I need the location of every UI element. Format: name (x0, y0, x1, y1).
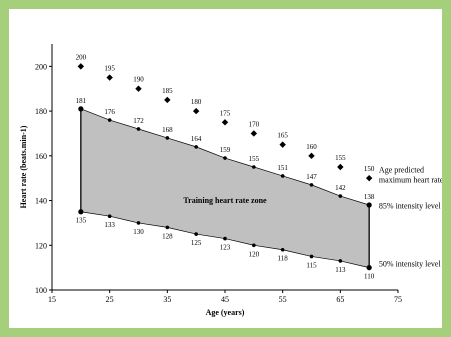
max-hr-label: 190 (133, 76, 144, 84)
point-85-percent (338, 194, 343, 198)
max-hr-point (221, 119, 229, 126)
point-50-percent (280, 247, 285, 252)
point-85-percent (252, 165, 256, 169)
label-85-percent: 172 (133, 117, 144, 125)
max-hr-point (365, 174, 373, 182)
y-axis-title: Heart rate (beats.min-1) (19, 125, 28, 208)
label-85-percent: 147 (306, 173, 317, 181)
max-hr-point (337, 163, 344, 171)
point-85-percent (280, 174, 285, 178)
label-50-percent: 135 (76, 217, 87, 225)
label-50-percent: 130 (133, 228, 144, 236)
label-50-percent: 110 (364, 273, 375, 281)
max-hr-point (279, 141, 286, 148)
point-50-percent (194, 232, 198, 236)
max-hr-point (77, 63, 85, 70)
label-85-percent: 159 (220, 146, 231, 154)
label-50-percent: 133 (104, 221, 115, 229)
point-50-percent (136, 221, 141, 225)
x-tick-label: 35 (163, 295, 171, 304)
label-50-percent: 113 (335, 266, 346, 274)
point-50-percent (223, 236, 227, 241)
point-50-percent (107, 214, 112, 218)
max-hr-point (250, 130, 258, 137)
y-tick-label: 140 (35, 197, 47, 206)
training-zone-area (80, 108, 370, 268)
y-tick-label: 120 (35, 241, 47, 250)
point-85-percent (309, 183, 314, 187)
max-hr-point (164, 96, 171, 104)
label-85-percent: 138 (364, 193, 375, 201)
label-85-percent: 176 (104, 108, 115, 116)
chart-marks (77, 63, 373, 271)
point-85-percent (165, 136, 170, 140)
point-50-percent (78, 209, 84, 215)
zone-label: Training heart rate zone (183, 196, 267, 205)
label-85-percent: 181 (76, 97, 87, 105)
max-hr-label: 180 (191, 98, 202, 106)
annotation-85: 85% intensity level (379, 201, 442, 210)
point-85-percent (136, 127, 141, 131)
label-50-percent: 128 (162, 232, 173, 240)
annotation-max-line2: maximum heart rate (379, 176, 442, 185)
label-50-percent: 125 (191, 239, 202, 247)
label-50-percent: 120 (249, 250, 260, 258)
label-85-percent: 142 (335, 184, 346, 192)
max-hr-label: 165 (277, 132, 288, 140)
point-85-percent (194, 145, 198, 149)
max-hr-point (192, 107, 200, 115)
max-hr-point (135, 85, 142, 92)
x-tick-label: 45 (221, 295, 229, 304)
max-hr-point (106, 74, 113, 81)
heart-rate-chart: 15 25 35 45 55 65 75 100 120 140 160 180 200 Age (yea… (19, 44, 442, 317)
point-50-percent (338, 259, 343, 263)
x-tick-label: 75 (394, 295, 402, 304)
max-hr-label: 155 (335, 154, 346, 162)
max-hr-label: 160 (306, 143, 317, 151)
max-hr-label: 175 (220, 109, 231, 117)
label-85-percent: 155 (249, 155, 260, 163)
label-85-percent: 168 (162, 126, 173, 134)
label-85-percent: 164 (191, 135, 202, 143)
max-hr-label: 200 (76, 53, 87, 61)
chart-labels: Training heart rate zone 200 195 190 185 180 1… (76, 53, 442, 280)
point-50-percent (366, 265, 372, 271)
axes: 15 25 35 45 55 65 75 100 120 140 160 180 200 Age (yea… (19, 44, 402, 317)
point-85-percent (366, 202, 372, 208)
point-85-percent (223, 156, 227, 160)
point-50-percent (309, 254, 314, 259)
annotation-max-line1: Age predicted (379, 166, 424, 175)
label-50-percent: 115 (306, 261, 317, 269)
y-tick-label: 160 (35, 152, 47, 161)
point-85-percent (107, 118, 112, 122)
x-tick-label: 65 (336, 295, 344, 304)
max-hr-label: 185 (162, 87, 173, 95)
label-50-percent: 118 (278, 255, 289, 263)
label-85-percent: 151 (277, 164, 288, 172)
x-tick-label: 55 (279, 295, 287, 304)
max-hr-label: 150 (364, 165, 375, 173)
y-tick-label: 200 (35, 62, 47, 71)
max-hr-point (308, 152, 315, 160)
label-50-percent: 123 (220, 244, 231, 252)
x-tick-label: 15 (48, 295, 56, 304)
y-tick-label: 100 (35, 286, 47, 295)
x-axis-title: Age (years) (206, 308, 245, 317)
x-tick-label: 25 (106, 295, 114, 304)
point-50-percent (165, 225, 170, 230)
chart-frame: 15 25 35 45 55 65 75 100 120 140 160 180 200 Age (yea… (9, 9, 442, 328)
annotation-50: 50% intensity level (379, 260, 442, 269)
max-hr-label: 195 (104, 65, 115, 73)
point-85-percent (78, 106, 84, 112)
y-tick-label: 180 (35, 107, 47, 116)
point-50-percent (252, 243, 256, 248)
max-hr-label: 170 (249, 120, 260, 128)
